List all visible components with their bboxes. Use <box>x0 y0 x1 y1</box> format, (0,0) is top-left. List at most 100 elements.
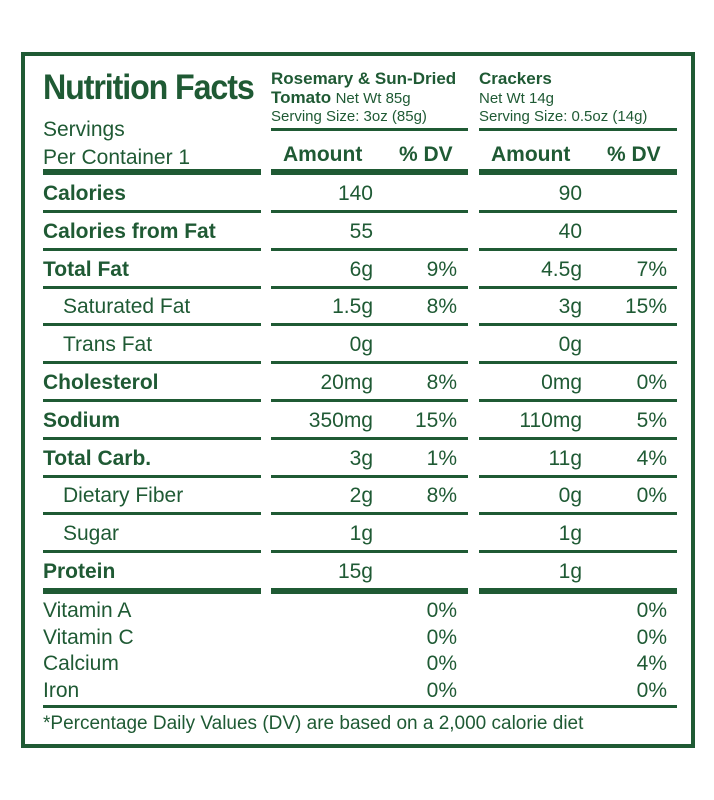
servings-label: Servings <box>43 118 125 141</box>
product1-dv-vitamin-c: 0% <box>426 626 457 649</box>
vitamin-label-vitamin-c: Vitamin C <box>43 626 134 649</box>
row-separator <box>479 512 677 515</box>
product2-header-rule <box>479 128 677 131</box>
row-separator <box>43 512 261 515</box>
product1-dv-total-carb: 1% <box>426 447 457 470</box>
product1-amount-total-carb: 3g <box>349 447 373 470</box>
product1-net-wt: Net Wt 85g <box>335 90 411 107</box>
product1-dv-calcium: 0% <box>426 652 457 675</box>
product1-amount-calories: 140 <box>337 182 373 205</box>
row-separator <box>43 323 261 326</box>
row-label-saturated-fat: Saturated Fat <box>63 295 191 318</box>
product1-amount-saturated-fat: 1.5g <box>332 295 373 318</box>
row-label-sugar: Sugar <box>63 522 120 545</box>
product1-amount-total-fat: 6g <box>349 258 373 281</box>
product2-amount-calories-from-fat: 40 <box>558 220 582 243</box>
nutrition-label: Nutrition Facts Servings Per Container 1… <box>21 52 695 748</box>
product1-dv-sodium: 15% <box>414 409 457 432</box>
row-separator <box>479 588 677 594</box>
row-label-sodium: Sodium <box>43 409 120 432</box>
product2-dv-vitamin-a: 0% <box>636 599 667 622</box>
product2-amount-sugar: 1g <box>558 522 582 545</box>
product1-amount-protein: 15g <box>337 560 373 583</box>
row-separator <box>271 248 468 251</box>
header-separator-product2 <box>479 169 677 175</box>
product2-amount-total-carb: 11g <box>548 447 582 470</box>
row-separator <box>43 286 261 289</box>
row-separator <box>271 550 468 553</box>
footnote-rule <box>43 705 677 708</box>
product2-amount-sodium: 110mg <box>519 409 582 432</box>
header-separator-product1 <box>271 169 468 175</box>
row-separator <box>479 361 677 364</box>
product2-name: Crackers <box>479 69 552 88</box>
product2-dv-saturated-fat: 15% <box>624 295 667 318</box>
product2-amount-dietary-fiber: 0g <box>558 484 582 507</box>
row-separator <box>43 210 261 213</box>
product1-amount-sugar: 1g <box>349 522 373 545</box>
row-separator <box>479 399 677 402</box>
product2-amount-total-fat: 4.5g <box>541 258 582 281</box>
product1-name-line2-group: Tomato Net Wt 85g <box>271 89 411 107</box>
row-separator <box>43 437 261 440</box>
product2-dv-sodium: 5% <box>636 409 667 432</box>
row-separator <box>479 475 677 478</box>
product2-dv-dietary-fiber: 0% <box>636 484 667 507</box>
row-separator <box>43 588 261 594</box>
row-separator <box>271 361 468 364</box>
product1-amount-cholesterol: 20mg <box>320 371 373 394</box>
row-separator <box>271 323 468 326</box>
product1-amount-calories-from-fat: 55 <box>349 220 373 243</box>
row-label-total-fat: Total Fat <box>43 258 129 281</box>
product2-amount-header: Amount <box>491 143 571 166</box>
row-separator <box>479 210 677 213</box>
row-separator <box>43 399 261 402</box>
header-separator-left <box>43 169 261 175</box>
product2-dv-total-carb: 4% <box>636 447 667 470</box>
row-separator <box>271 210 468 213</box>
product1-name-line2: Tomato <box>271 88 332 107</box>
vitamin-label-vitamin-a: Vitamin A <box>43 599 132 622</box>
footnote: *Percentage Daily Values (DV) are based … <box>43 713 584 734</box>
row-label-total-carb: Total Carb. <box>43 447 152 470</box>
row-separator <box>479 286 677 289</box>
product1-serving-size: Serving Size: 3oz (85g) <box>271 108 427 125</box>
product1-header-rule <box>271 128 468 131</box>
product1-amount-dietary-fiber: 2g <box>349 484 373 507</box>
product2-dv-cholesterol: 0% <box>636 371 667 394</box>
row-label-dietary-fiber: Dietary Fiber <box>63 484 184 507</box>
row-separator <box>479 550 677 553</box>
product2-amount-calories: 90 <box>558 182 582 205</box>
row-separator <box>271 588 468 594</box>
product2-dv-vitamin-c: 0% <box>636 626 667 649</box>
vitamin-label-calcium: Calcium <box>43 652 119 675</box>
product2-dv-total-fat: 7% <box>636 258 667 281</box>
product2-amount-trans-fat: 0g <box>558 333 582 356</box>
row-separator <box>43 248 261 251</box>
product1-dv-iron: 0% <box>426 679 457 702</box>
product2-amount-protein: 1g <box>558 560 582 583</box>
product2-dv-header: % DV <box>607 143 661 166</box>
row-label-calories-from-fat: Calories from Fat <box>43 220 216 243</box>
product2-net-wt: Net Wt 14g <box>479 90 555 107</box>
product1-dv-header: % DV <box>399 143 453 166</box>
product1-dv-total-fat: 9% <box>426 258 457 281</box>
product2-serving-size: Serving Size: 0.5oz (14g) <box>479 108 648 125</box>
product2-dv-calcium: 4% <box>636 652 667 675</box>
product1-dv-vitamin-a: 0% <box>426 599 457 622</box>
row-label-cholesterol: Cholesterol <box>43 371 159 394</box>
servings-per-container: Per Container 1 <box>43 146 191 169</box>
vitamin-label-iron: Iron <box>43 679 80 702</box>
product1-name-line1: Rosemary & Sun-Dried <box>271 69 457 88</box>
row-label-protein: Protein <box>43 560 116 583</box>
row-separator <box>479 323 677 326</box>
row-separator <box>271 286 468 289</box>
product1-amount-trans-fat: 0g <box>349 333 373 356</box>
row-separator <box>271 475 468 478</box>
product2-dv-iron: 0% <box>636 679 667 702</box>
product1-dv-saturated-fat: 8% <box>426 295 457 318</box>
row-separator <box>271 437 468 440</box>
product1-amount-header: Amount <box>283 143 363 166</box>
product2-amount-saturated-fat: 3g <box>558 295 582 318</box>
row-label-calories: Calories <box>43 182 126 205</box>
